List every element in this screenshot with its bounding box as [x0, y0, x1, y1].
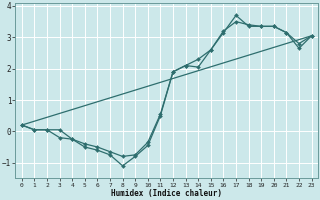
X-axis label: Humidex (Indice chaleur): Humidex (Indice chaleur) — [111, 189, 222, 198]
